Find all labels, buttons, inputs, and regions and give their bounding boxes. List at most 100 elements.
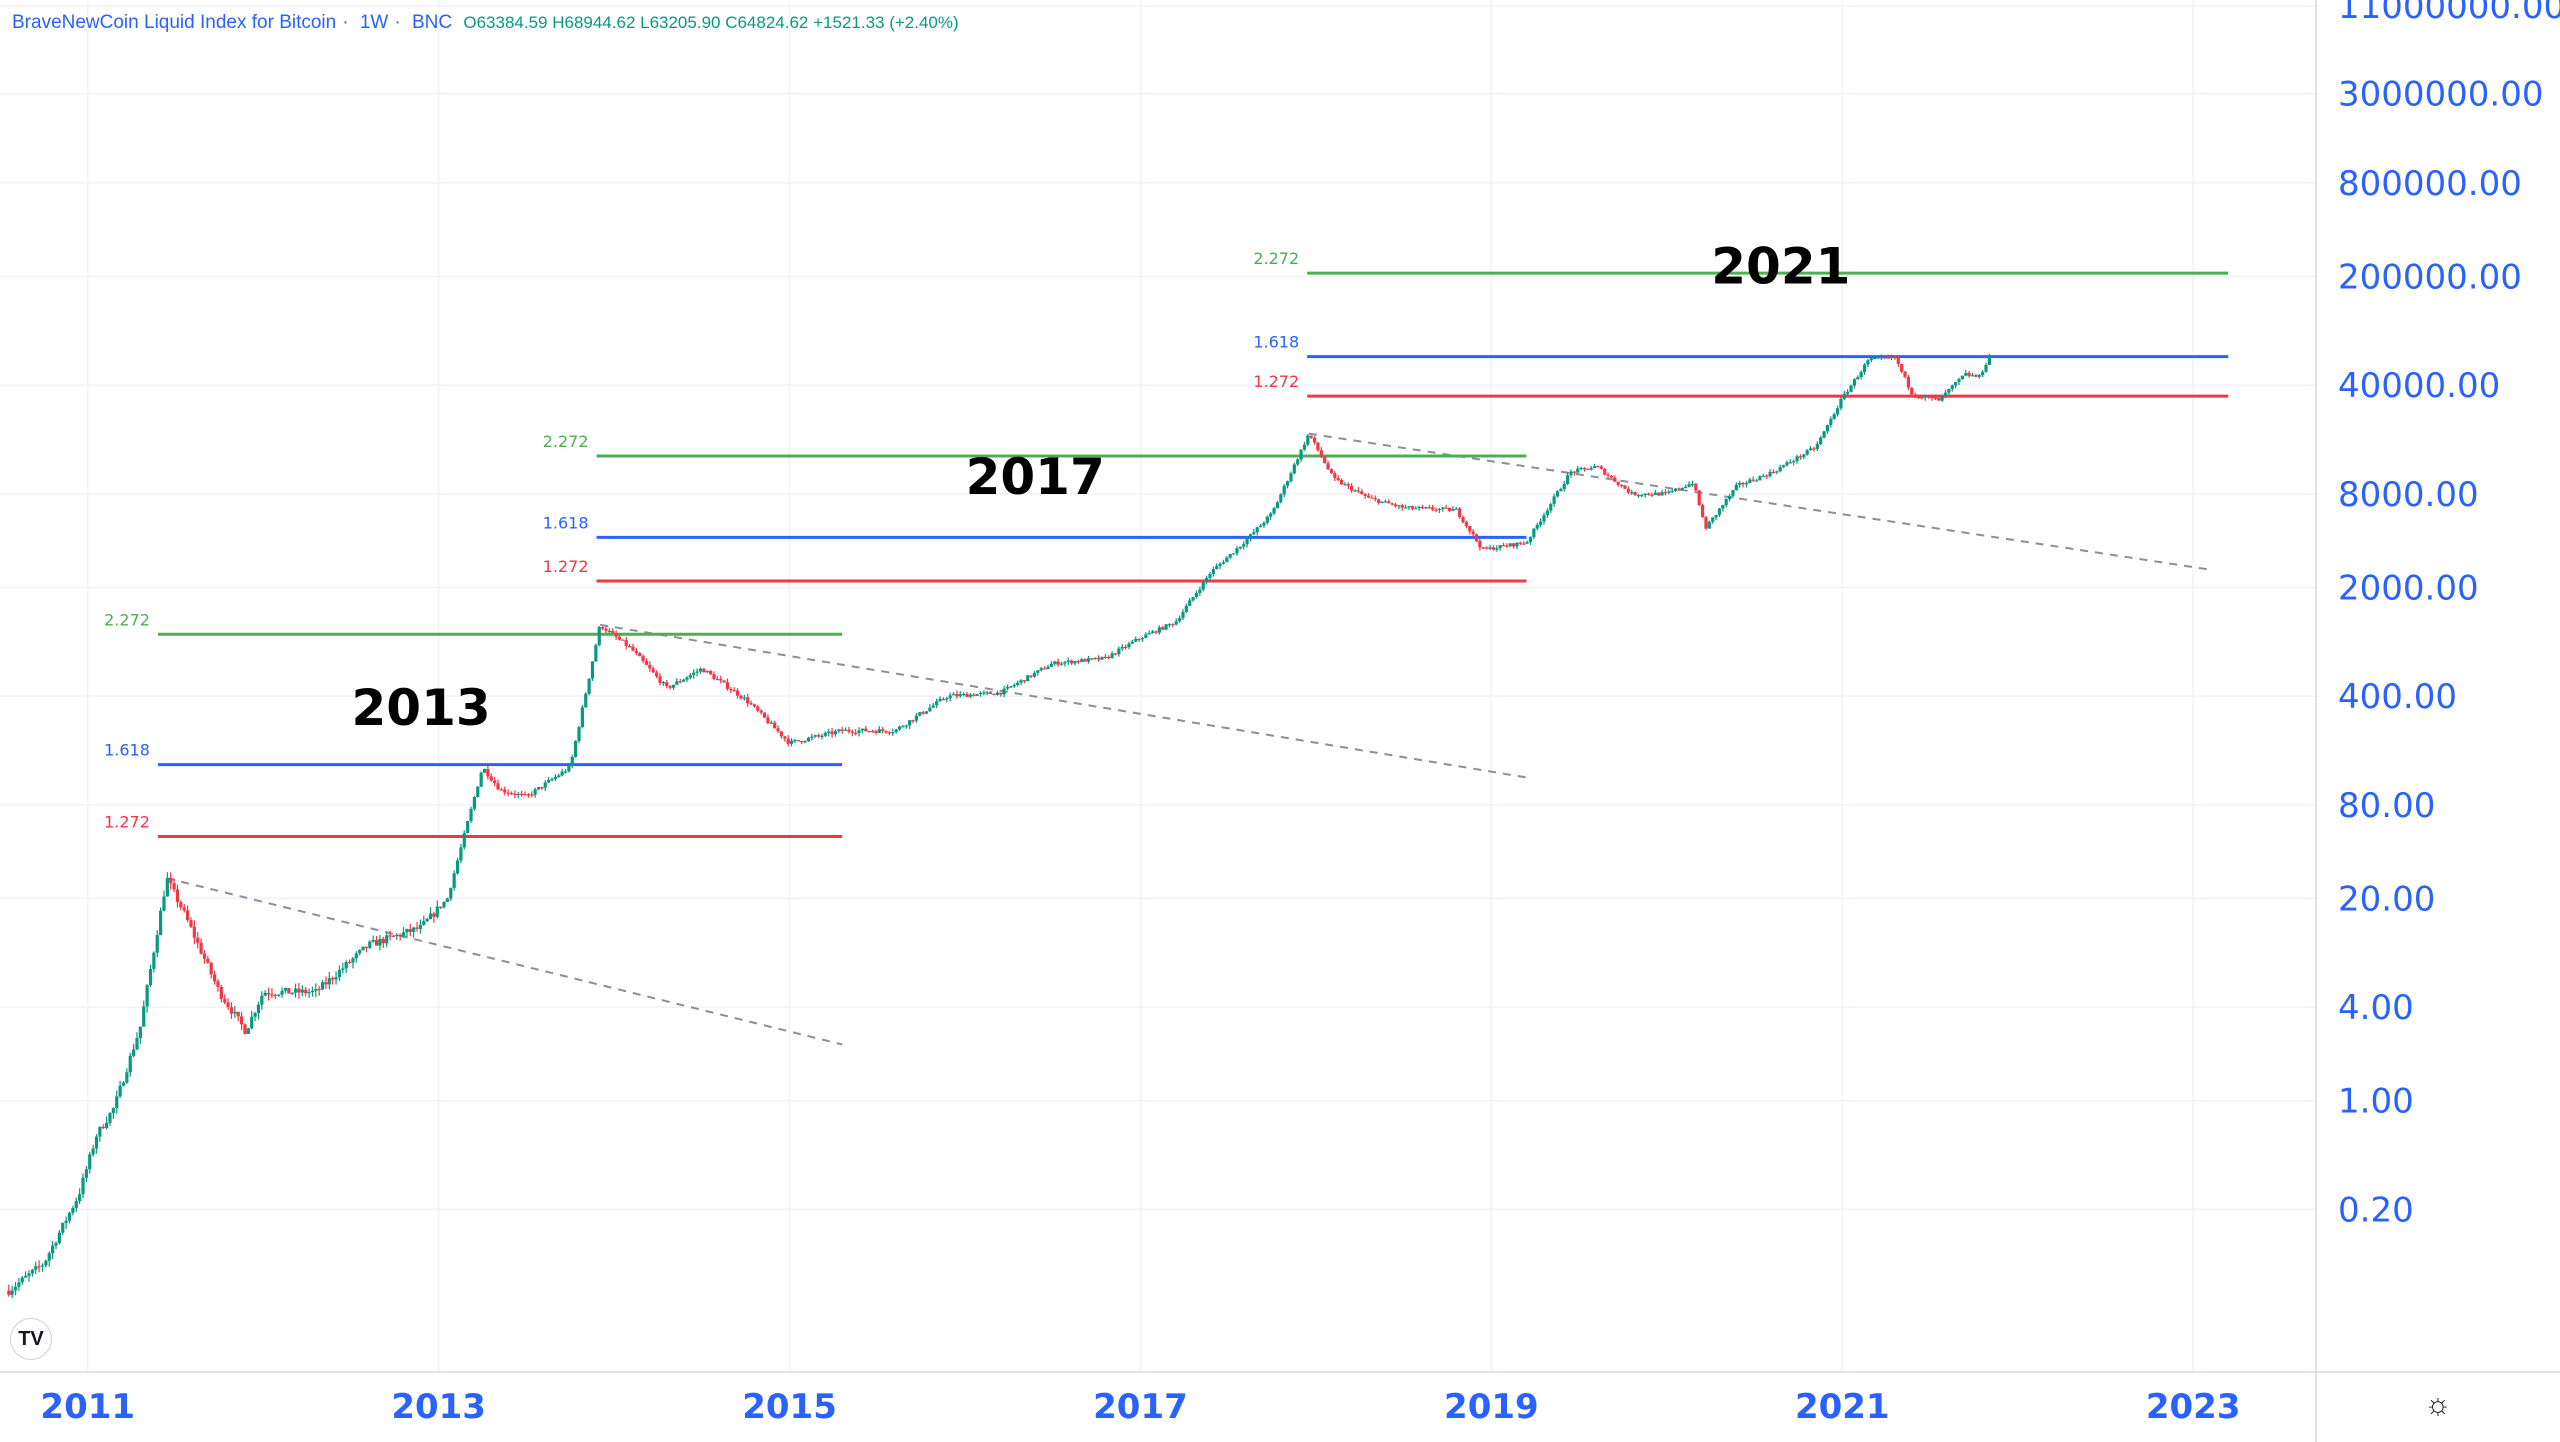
candle-body — [287, 988, 291, 994]
candle-body — [1525, 541, 1529, 544]
candle-body — [1805, 450, 1809, 455]
candle-body — [1309, 435, 1313, 438]
candle-body — [415, 927, 419, 929]
candle-body — [614, 632, 618, 637]
interval[interactable]: 1W — [359, 12, 389, 33]
candle-body — [1778, 467, 1782, 472]
candle-body — [317, 988, 321, 991]
candle-body — [266, 992, 271, 995]
candle-body — [496, 783, 500, 790]
gear-icon[interactable]: ☼ — [2424, 1388, 2452, 1421]
candle-body — [1161, 627, 1165, 630]
candle-body — [88, 1154, 92, 1170]
candle-body — [901, 726, 905, 728]
candle-body — [1478, 540, 1482, 548]
candle-body — [212, 974, 217, 982]
candle-body — [1181, 611, 1185, 619]
candle-body — [688, 675, 692, 678]
candle-body — [864, 728, 868, 732]
candle-body — [428, 913, 433, 920]
candle-body — [553, 776, 557, 780]
candle-body — [1255, 527, 1259, 533]
candle-body — [918, 712, 922, 716]
candle-body — [243, 1024, 247, 1034]
candle-body — [1630, 492, 1634, 494]
price-tick-label: 11000000.00 — [2338, 0, 2560, 27]
candle-body — [759, 710, 763, 713]
candle-body — [516, 793, 520, 796]
candle-body — [739, 695, 743, 699]
candle-body — [975, 694, 979, 696]
candle-body — [823, 732, 827, 736]
candle-body — [1238, 546, 1242, 549]
candle-body — [833, 731, 838, 735]
candle-body — [590, 661, 595, 679]
candle-body — [580, 707, 584, 728]
candle-body — [1312, 437, 1317, 443]
candle-body — [681, 679, 686, 682]
candle-body — [1596, 466, 1600, 468]
candle-body — [1366, 495, 1371, 498]
candle-body — [71, 1208, 75, 1213]
tradingview-logo-icon[interactable]: TV — [10, 1318, 52, 1360]
candle-body — [354, 953, 358, 959]
candle-body — [1636, 495, 1641, 497]
candle-body — [209, 962, 213, 975]
time-axis[interactable]: 2011 2013 2015 2017 2019 2021 2023 — [40, 1387, 2240, 1427]
candle-body — [1940, 395, 1944, 401]
candle-body — [64, 1220, 68, 1223]
candle-body — [1231, 553, 1236, 555]
candle-body — [1134, 638, 1138, 642]
candle-body — [1100, 656, 1104, 660]
candle-body — [280, 990, 284, 995]
candle-body — [655, 672, 659, 677]
candle-body — [466, 821, 470, 834]
candle-body — [1447, 507, 1452, 511]
candle-body — [1566, 475, 1570, 485]
candle-body — [1191, 597, 1195, 601]
candle-body — [435, 906, 439, 917]
candle-body — [1488, 547, 1492, 549]
candle-body — [1727, 495, 1732, 500]
candle-body — [1927, 395, 1931, 398]
candle-body — [1417, 506, 1421, 509]
candle-body — [1292, 464, 1296, 474]
candle-body — [1410, 506, 1415, 509]
fib-label-1-272: 1.272 — [1253, 372, 1299, 391]
candle-body — [1225, 557, 1229, 563]
candle-body — [611, 630, 615, 633]
candle-body — [307, 992, 311, 994]
candle-body — [1788, 462, 1792, 464]
candle-body — [1431, 507, 1435, 510]
candle-body — [1103, 656, 1107, 659]
price-axis[interactable]: 11000000.00 3000000.00 800000.00 200000.00 4… — [2338, 0, 2560, 1230]
candle-body — [1390, 503, 1394, 505]
candle-body — [999, 692, 1003, 695]
candle-body — [914, 715, 919, 721]
candle-body — [827, 731, 831, 733]
candle-body — [884, 730, 888, 733]
candle-body — [776, 728, 780, 732]
candle-body — [1555, 491, 1560, 497]
candle-body — [452, 873, 456, 888]
candle-body — [1640, 495, 1644, 497]
candle-body — [935, 701, 939, 706]
fib-label-1-272: 1.272 — [104, 813, 150, 832]
candle-body — [803, 741, 807, 743]
candle-body — [1073, 661, 1077, 664]
candle-body — [202, 953, 207, 959]
candle-body — [678, 681, 682, 683]
candle-body — [1066, 660, 1070, 663]
candle-body — [246, 1028, 250, 1034]
candle-body — [746, 697, 750, 704]
candle-body — [1005, 686, 1010, 689]
price-tick-label: 200000.00 — [2338, 257, 2522, 297]
candle-body — [391, 935, 396, 937]
candle-body — [1022, 680, 1026, 682]
candle-body — [1903, 371, 1907, 377]
candle-body — [489, 776, 493, 781]
candle-body — [1043, 668, 1047, 670]
candle-body — [668, 686, 672, 688]
symbol-title[interactable]: BraveNewCoin Liquid Index for Bitcoin — [12, 12, 337, 33]
